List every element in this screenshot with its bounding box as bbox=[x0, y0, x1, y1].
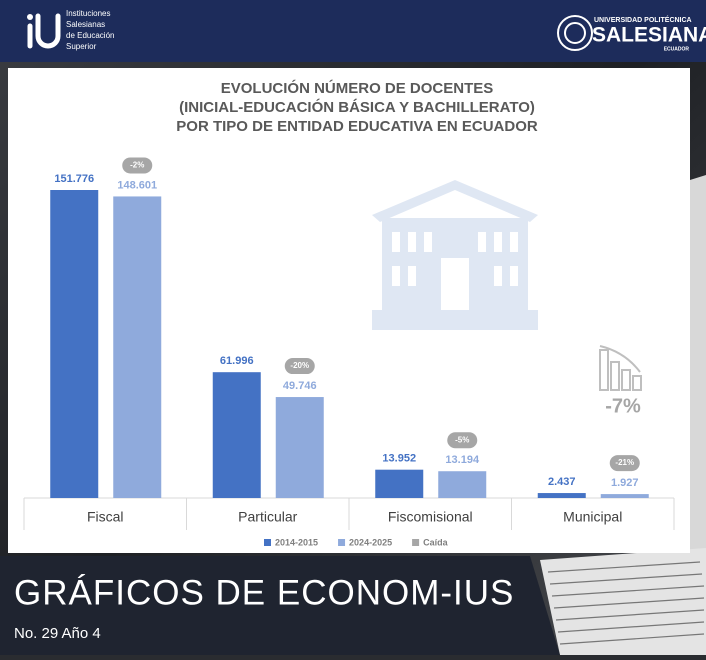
legend-swatch bbox=[264, 539, 271, 546]
x-tick-label: Fiscomisional bbox=[388, 509, 473, 525]
x-tick-label: Fiscal bbox=[87, 509, 124, 525]
right-logo-country: ECUADOR bbox=[664, 46, 690, 52]
legend-label: Caída bbox=[423, 537, 449, 547]
change-label: -5% bbox=[455, 435, 469, 444]
change-label: -20% bbox=[290, 361, 309, 370]
footer-issue: No. 29 Año 4 bbox=[14, 625, 101, 642]
legend-swatch bbox=[338, 539, 346, 546]
bar bbox=[537, 493, 586, 498]
left-logo-line: de Educación bbox=[66, 31, 114, 40]
footer-band bbox=[0, 556, 560, 655]
right-logo-emblem bbox=[557, 15, 593, 51]
bar bbox=[113, 196, 162, 498]
data-label: 61.996 bbox=[220, 355, 254, 367]
chart-title: EVOLUCIÓN NÚMERO DE DOCENTES bbox=[221, 79, 494, 97]
bar bbox=[50, 190, 99, 498]
legend-label: 2024-2025 bbox=[349, 537, 392, 547]
legend-swatch bbox=[412, 539, 420, 546]
change-label: -2% bbox=[130, 161, 144, 170]
change-pill bbox=[122, 157, 153, 174]
right-logo-top: UNIVERSIDAD POLITÉCNICA bbox=[594, 15, 692, 24]
left-logo-line: Superior bbox=[66, 42, 97, 51]
bar bbox=[438, 471, 487, 498]
footer-title: GRÁFICOS DE ECONOM-IUS bbox=[14, 573, 514, 612]
annotation: -7% bbox=[605, 395, 641, 417]
change-pill bbox=[609, 455, 640, 472]
decline-icon bbox=[599, 345, 642, 391]
x-tick-label: Particular bbox=[238, 509, 297, 525]
left-logo-line: Instituciones bbox=[66, 9, 110, 18]
data-label: 13.194 bbox=[445, 454, 480, 466]
right-logo-name: SALESIANA bbox=[592, 24, 706, 47]
change-pill bbox=[284, 358, 315, 375]
x-tick-label: Municipal bbox=[563, 509, 622, 525]
bar bbox=[375, 469, 424, 498]
change-label: -21% bbox=[615, 458, 634, 467]
bar bbox=[275, 397, 324, 498]
chart-title: (INICIAL-EDUCACIÓN BÁSICA Y BACHILLERATO… bbox=[179, 98, 535, 116]
school-icon bbox=[372, 180, 538, 330]
header-band bbox=[0, 0, 706, 62]
data-label: 151.776 bbox=[54, 173, 94, 185]
change-pill bbox=[447, 432, 478, 449]
data-label: 13.952 bbox=[382, 453, 416, 465]
chart-title: POR TIPO DE ENTIDAD EDUCATIVA EN ECUADOR bbox=[176, 118, 538, 135]
chart-panel bbox=[8, 68, 690, 553]
data-label: 1.927 bbox=[611, 477, 639, 489]
data-label: 49.746 bbox=[283, 380, 317, 392]
legend-label: 2014-2015 bbox=[275, 537, 318, 547]
left-logo-line: Salesianas bbox=[66, 20, 105, 29]
bar bbox=[212, 372, 261, 498]
data-label: 148.601 bbox=[117, 179, 157, 191]
data-label: 2.437 bbox=[548, 476, 576, 488]
left-logo-icon bbox=[27, 13, 61, 49]
bar bbox=[600, 494, 649, 498]
newspaper bbox=[540, 175, 706, 655]
